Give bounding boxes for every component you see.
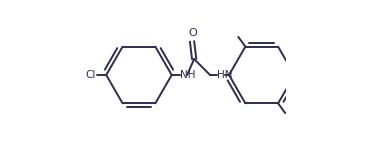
Text: Cl: Cl: [85, 70, 96, 80]
Text: NH: NH: [180, 70, 195, 80]
Text: O: O: [188, 28, 197, 38]
Text: HN: HN: [217, 70, 233, 80]
